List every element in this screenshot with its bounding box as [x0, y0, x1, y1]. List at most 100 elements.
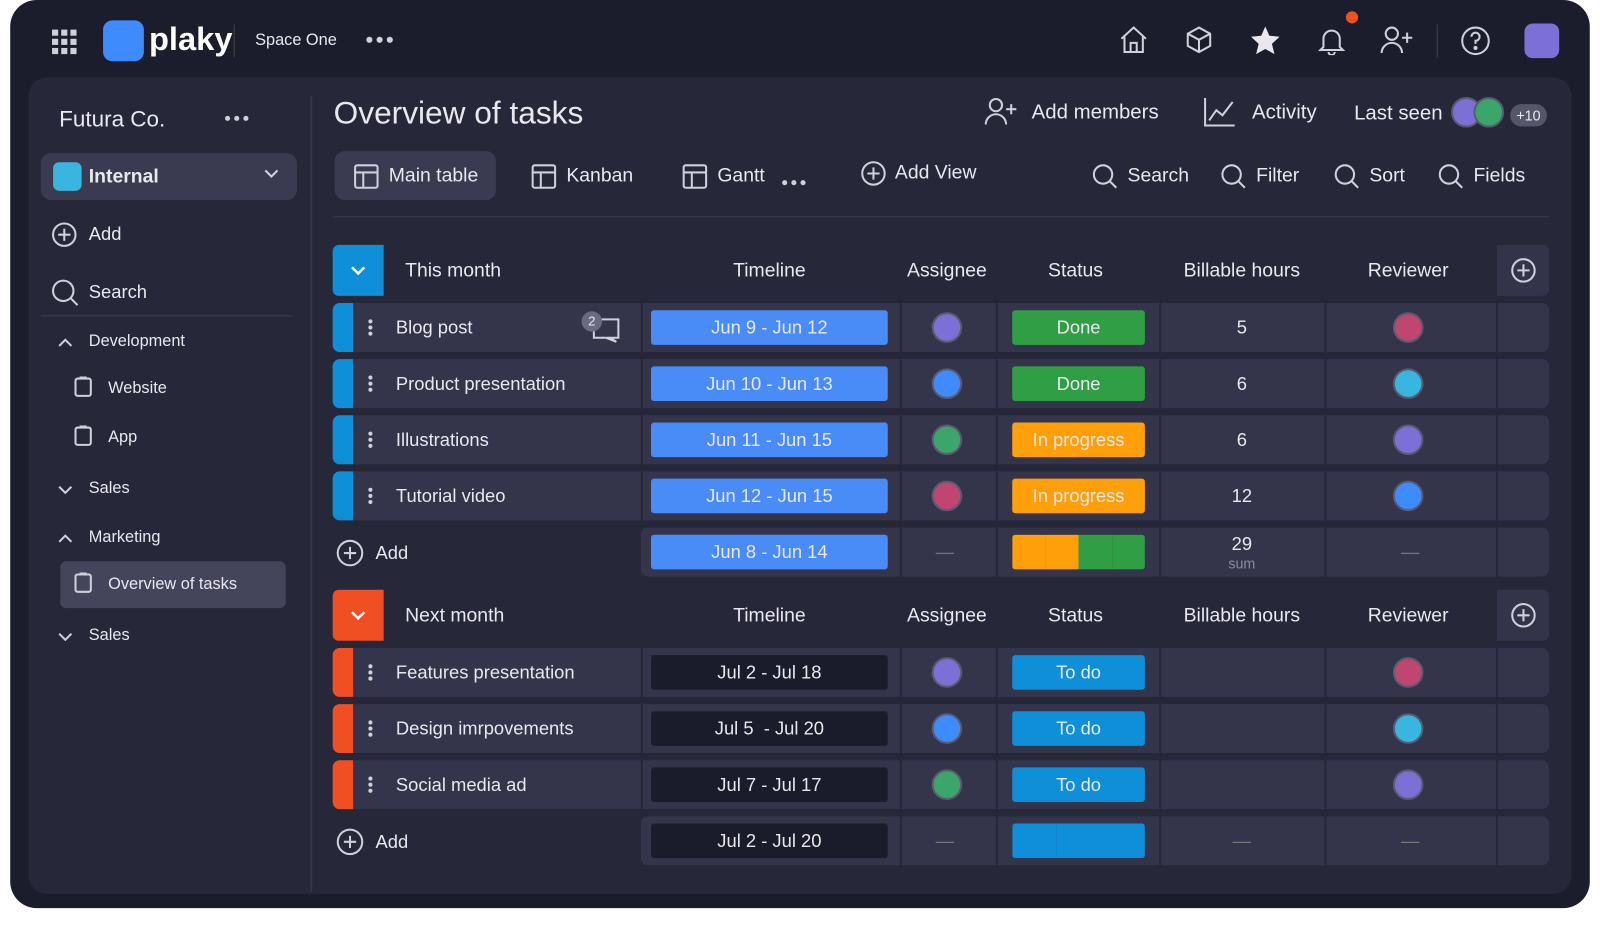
row-menu[interactable]	[367, 776, 373, 799]
add-members-icon[interactable]	[984, 96, 1019, 127]
tool-icon[interactable]	[1220, 163, 1247, 195]
chevron-up[interactable]	[57, 336, 73, 354]
view-icon[interactable]	[531, 163, 558, 195]
task-row[interactable]: Features presentation Jul 2 - Jul 18 To do	[332, 647, 1549, 697]
more-icon[interactable]	[365, 36, 394, 44]
add-task-icon[interactable]	[336, 539, 365, 573]
invite-icon[interactable]	[1380, 24, 1415, 55]
add-task-icon[interactable]	[336, 828, 365, 862]
board-selector[interactable]	[40, 153, 297, 200]
add-members[interactable]: Add members	[1031, 101, 1159, 124]
user-avatar[interactable]	[1524, 23, 1560, 59]
row-menu[interactable]	[367, 431, 373, 454]
comments[interactable]: 2	[581, 311, 623, 344]
activity-icon[interactable]	[1202, 96, 1237, 129]
chevron-down[interactable]	[57, 483, 73, 501]
apps-icon[interactable]	[51, 29, 78, 56]
task-name[interactable]: Design imrpovements	[395, 718, 574, 739]
timeline[interactable]: Jun 9 - Jun 12	[651, 310, 888, 345]
add-icon[interactable]	[51, 221, 78, 248]
status[interactable]: To do	[1012, 767, 1145, 803]
billable-hours[interactable]: 6	[1236, 429, 1247, 450]
board-item-icon[interactable]	[73, 424, 93, 452]
task-name[interactable]: Social media ad	[395, 774, 527, 795]
reviewer-avatar[interactable]	[1392, 713, 1424, 744]
tool[interactable]: Search	[1127, 165, 1189, 187]
chevron-down[interactable]	[57, 630, 73, 648]
timeline[interactable]: Jul 7 - Jul 17	[651, 767, 888, 803]
tool-icon[interactable]	[1334, 163, 1361, 195]
folder-name[interactable]: Marketing	[88, 528, 161, 546]
more-icon[interactable]	[224, 115, 249, 121]
help-icon[interactable]	[1459, 24, 1492, 57]
task-row[interactable]: Product presentation Jun 10 - Jun 13 Done 6	[332, 359, 1549, 409]
reviewer-avatar[interactable]	[1392, 368, 1424, 399]
status[interactable]: In progress	[1012, 422, 1145, 458]
timeline[interactable]: Jun 12 - Jun 15	[651, 478, 888, 514]
add-view[interactable]: Add View	[894, 162, 977, 184]
board-item[interactable]: Overview of tasks	[108, 575, 238, 593]
tool-icon[interactable]	[1092, 163, 1119, 195]
task-row[interactable]: Design imrpovements Jul 5 - Jul 20 To do	[332, 704, 1549, 754]
add-task[interactable]: Add	[375, 831, 409, 853]
group-name[interactable]: This month	[405, 260, 502, 282]
row-menu[interactable]	[367, 318, 373, 341]
star-icon[interactable]	[1249, 24, 1282, 55]
status[interactable]: In progress	[1012, 478, 1145, 514]
more-icon[interactable]	[782, 172, 806, 190]
billable-hours[interactable]: 6	[1236, 372, 1247, 394]
row-menu[interactable]	[367, 374, 373, 397]
group-name[interactable]: Next month	[405, 605, 505, 627]
group-toggle[interactable]	[332, 589, 384, 641]
view-tab[interactable]: Gantt	[717, 165, 765, 187]
board-item[interactable]: Website	[108, 379, 167, 397]
assignee-avatar[interactable]	[931, 769, 963, 800]
reviewer-avatar[interactable]	[1392, 769, 1424, 800]
board-item[interactable]: App	[108, 428, 138, 446]
assignee-avatar[interactable]	[931, 480, 963, 512]
row-menu[interactable]	[367, 719, 373, 742]
task-name[interactable]: Features presentation	[395, 662, 575, 683]
add-column[interactable]	[1496, 244, 1549, 296]
row-menu[interactable]	[367, 663, 373, 686]
add-task[interactable]: Add	[375, 542, 409, 564]
assignee-avatar[interactable]	[931, 657, 963, 688]
group-toggle[interactable]	[332, 244, 384, 296]
row-menu[interactable]	[367, 487, 373, 510]
reviewer-avatar[interactable]	[1392, 657, 1424, 688]
sidebar-search[interactable]: Search	[88, 281, 147, 303]
task-row[interactable]: Tutorial video Jun 12 - Jun 15 In progress…	[332, 471, 1549, 521]
assignee-avatar[interactable]	[931, 424, 963, 456]
box-icon[interactable]	[1184, 24, 1215, 55]
sidebar-add[interactable]: Add	[88, 223, 122, 244]
timeline[interactable]: Jun 10 - Jun 13	[651, 366, 888, 402]
reviewer-avatar[interactable]	[1392, 424, 1424, 456]
space-name[interactable]: Space One	[255, 31, 337, 49]
add-column[interactable]	[1496, 589, 1549, 641]
chevron-up[interactable]	[57, 532, 73, 550]
view-tab[interactable]: Main table	[388, 165, 479, 187]
search-icon[interactable]	[51, 279, 80, 308]
tool[interactable]: Fields	[1473, 165, 1526, 187]
board-name[interactable]: Internal	[88, 166, 159, 188]
status[interactable]: Done	[1012, 366, 1145, 402]
board-item-icon[interactable]	[73, 571, 93, 599]
add-view-icon[interactable]	[860, 160, 887, 192]
chevron-down[interactable]	[263, 167, 279, 179]
extra-members[interactable]: +10	[1510, 104, 1547, 127]
folder-name[interactable]: Sales	[88, 479, 130, 497]
status[interactable]: Done	[1012, 310, 1145, 345]
assignee-avatar[interactable]	[931, 713, 963, 744]
view-tab[interactable]: Kanban	[566, 165, 634, 187]
folder-name[interactable]: Development	[88, 332, 185, 350]
assignee-avatar[interactable]	[931, 368, 963, 399]
billable-hours[interactable]: 12	[1231, 485, 1253, 506]
timeline[interactable]: Jun 11 - Jun 15	[651, 422, 888, 458]
view-icon[interactable]	[353, 163, 380, 195]
task-row[interactable]: Illustrations Jun 11 - Jun 15 In progress 6	[332, 415, 1549, 465]
task-row[interactable]: Social media ad Jul 7 - Jul 17 To do	[332, 760, 1549, 810]
tool[interactable]: Sort	[1369, 165, 1405, 187]
tool-icon[interactable]	[1438, 163, 1465, 195]
task-name[interactable]: Illustrations	[395, 429, 489, 450]
task-name[interactable]: Tutorial video	[395, 485, 506, 507]
